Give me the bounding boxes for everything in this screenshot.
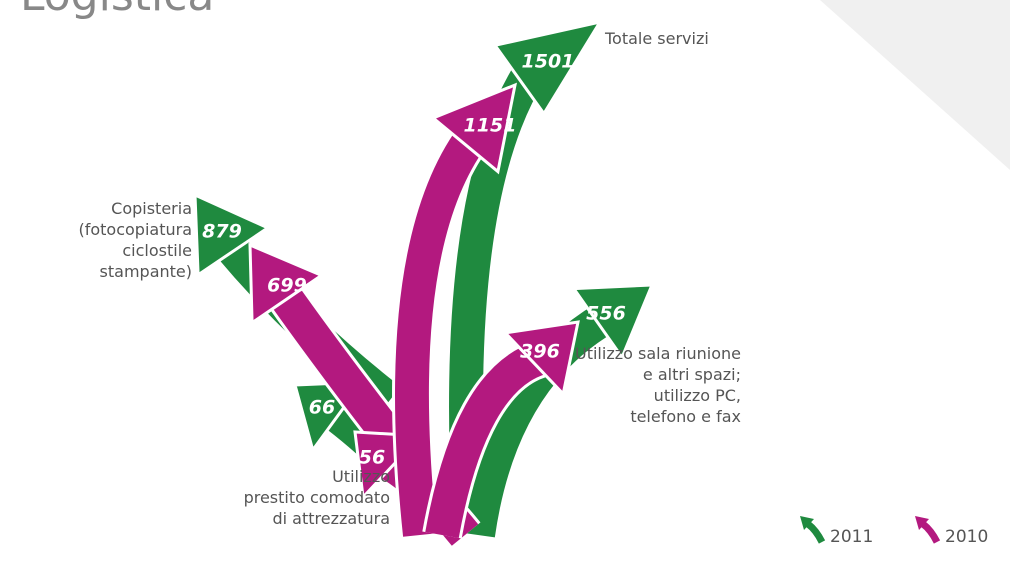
legend-arrow — [808, 524, 822, 542]
value-label: 66 — [309, 397, 335, 419]
page: 879661501556699561151396 Logistica Copis… — [0, 0, 1010, 562]
legend-label: 2010 — [945, 527, 988, 547]
chart-title: Logistica — [20, 0, 214, 21]
legend-icon — [915, 516, 937, 542]
category-label: Totale servizi — [605, 28, 709, 49]
decoration — [820, 0, 1010, 170]
value-label: 699 — [267, 275, 307, 297]
value-label: 556 — [586, 303, 626, 325]
legend-icon — [800, 516, 822, 542]
category-label: Utilizzo prestito comodato di attrezzatu… — [244, 466, 390, 529]
value-label: 879 — [202, 221, 242, 243]
category-label: Copisteria (fotocopiatura ciclostile sta… — [78, 198, 192, 282]
legend-label: 2011 — [830, 527, 873, 547]
value-label: 1151 — [464, 115, 517, 137]
value-label: 1501 — [522, 51, 575, 73]
category-label: Utilizzo sala riunione e altri spazi; ut… — [575, 343, 741, 427]
legend-arrow — [923, 524, 937, 542]
value-label: 396 — [520, 341, 560, 363]
